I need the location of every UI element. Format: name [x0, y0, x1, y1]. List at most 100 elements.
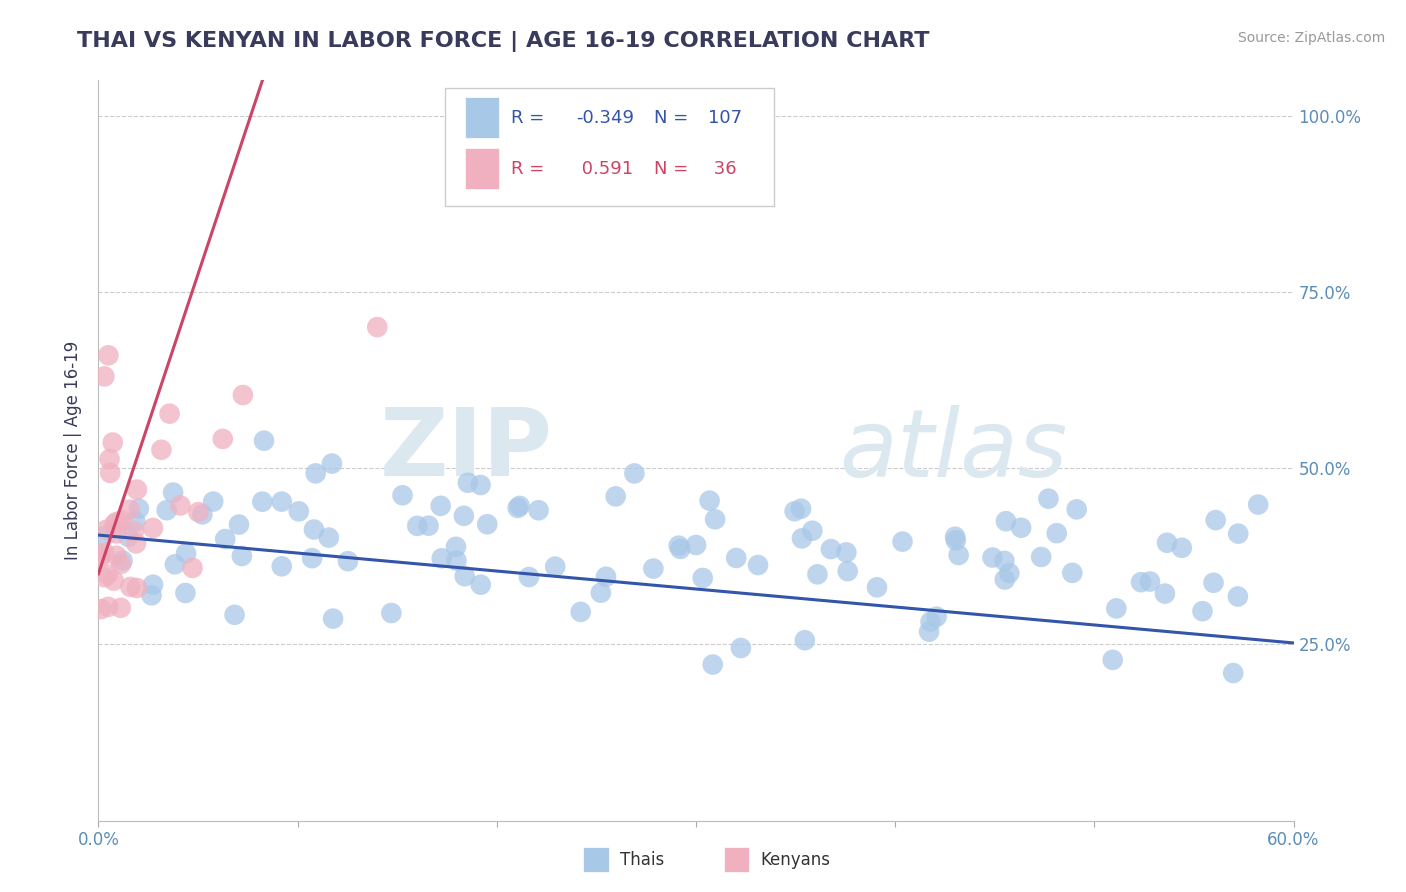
Point	[1031, 549, 1053, 564]
Text: N =: N =	[654, 160, 689, 178]
Point	[643, 561, 665, 575]
Text: R =: R =	[510, 160, 544, 178]
Point	[125, 536, 148, 550]
Point	[93, 545, 115, 559]
Point	[477, 517, 499, 532]
Point	[1154, 586, 1177, 600]
Point	[288, 504, 311, 518]
Point	[470, 478, 492, 492]
Point	[270, 494, 292, 508]
Point	[730, 640, 752, 655]
Point	[214, 532, 236, 546]
Point	[105, 526, 128, 541]
Point	[669, 541, 692, 556]
Point	[457, 475, 479, 490]
Point	[181, 561, 204, 575]
Point	[111, 554, 134, 568]
Point	[211, 432, 233, 446]
Point	[93, 369, 115, 384]
Point	[783, 504, 806, 518]
Point	[90, 602, 112, 616]
Point	[174, 586, 197, 600]
Point	[391, 488, 413, 502]
Point	[806, 567, 828, 582]
Point	[747, 558, 769, 572]
Point	[668, 539, 690, 553]
Point	[1227, 526, 1250, 541]
Point	[993, 554, 1015, 568]
Point	[998, 566, 1021, 581]
Point	[820, 542, 842, 557]
Point	[96, 567, 118, 582]
Point	[1226, 590, 1249, 604]
Text: 0.591: 0.591	[576, 160, 634, 178]
Point	[94, 529, 117, 543]
Y-axis label: In Labor Force | Age 16-19: In Labor Force | Age 16-19	[65, 341, 83, 560]
Text: Source: ZipAtlas.com: Source: ZipAtlas.com	[1237, 31, 1385, 45]
Point	[380, 606, 402, 620]
Text: N =: N =	[654, 109, 689, 127]
Point	[981, 550, 1004, 565]
Point	[569, 605, 592, 619]
Point	[98, 452, 121, 467]
Point	[446, 553, 468, 567]
Point	[97, 599, 120, 614]
Point	[470, 578, 492, 592]
Point	[1046, 526, 1069, 541]
Point	[1010, 521, 1032, 535]
Point	[141, 588, 163, 602]
Point	[685, 538, 707, 552]
Point	[224, 607, 246, 622]
Point	[509, 499, 531, 513]
Point	[430, 551, 453, 566]
Text: ZIP: ZIP	[380, 404, 553, 497]
Point	[1038, 491, 1060, 506]
Point	[589, 586, 612, 600]
Bar	[465, 148, 499, 189]
Point	[920, 615, 942, 629]
Point	[90, 548, 112, 562]
Point	[994, 514, 1017, 528]
Point	[418, 518, 440, 533]
Point	[366, 320, 388, 334]
Point	[1130, 575, 1153, 590]
Point	[111, 513, 134, 527]
Point	[544, 559, 567, 574]
Point	[118, 502, 141, 516]
Point	[692, 571, 714, 585]
Point	[725, 551, 748, 566]
Point	[406, 519, 429, 533]
Point	[1066, 502, 1088, 516]
Point	[110, 557, 132, 571]
Point	[98, 466, 121, 480]
Point	[1101, 653, 1123, 667]
Point	[142, 577, 165, 591]
Point	[702, 657, 724, 672]
Point	[94, 523, 117, 537]
Point	[925, 609, 948, 624]
Point	[101, 435, 124, 450]
Point	[231, 549, 253, 563]
Point	[1202, 575, 1225, 590]
Point	[187, 505, 209, 519]
Point	[945, 533, 967, 548]
Point	[790, 532, 813, 546]
Point	[124, 514, 146, 528]
Point	[1139, 574, 1161, 589]
Point	[105, 515, 128, 529]
Point	[948, 548, 970, 562]
Point	[159, 407, 181, 421]
Point	[1062, 566, 1084, 580]
Point	[595, 570, 617, 584]
Point	[97, 348, 120, 362]
Text: THAI VS KENYAN IN LABOR FORCE | AGE 16-19 CORRELATION CHART: THAI VS KENYAN IN LABOR FORCE | AGE 16-1…	[77, 31, 929, 53]
Point	[169, 499, 191, 513]
Point	[454, 569, 477, 583]
Point	[704, 512, 727, 526]
Point	[103, 574, 125, 588]
Text: -0.349: -0.349	[576, 109, 634, 127]
Point	[918, 624, 941, 639]
Point	[994, 573, 1017, 587]
Point	[506, 500, 529, 515]
Point	[305, 467, 328, 481]
